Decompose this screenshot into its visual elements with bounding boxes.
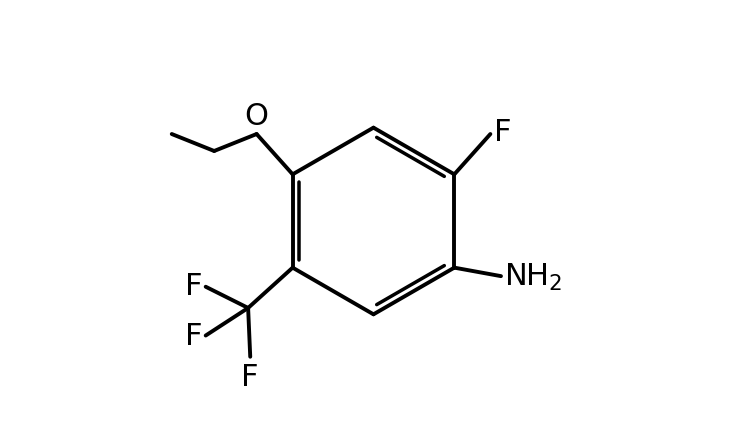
Text: NH$_2$: NH$_2$ bbox=[504, 261, 562, 292]
Text: F: F bbox=[493, 118, 511, 147]
Text: F: F bbox=[185, 321, 202, 350]
Text: F: F bbox=[242, 363, 259, 391]
Text: O: O bbox=[245, 101, 269, 130]
Text: F: F bbox=[185, 272, 202, 301]
